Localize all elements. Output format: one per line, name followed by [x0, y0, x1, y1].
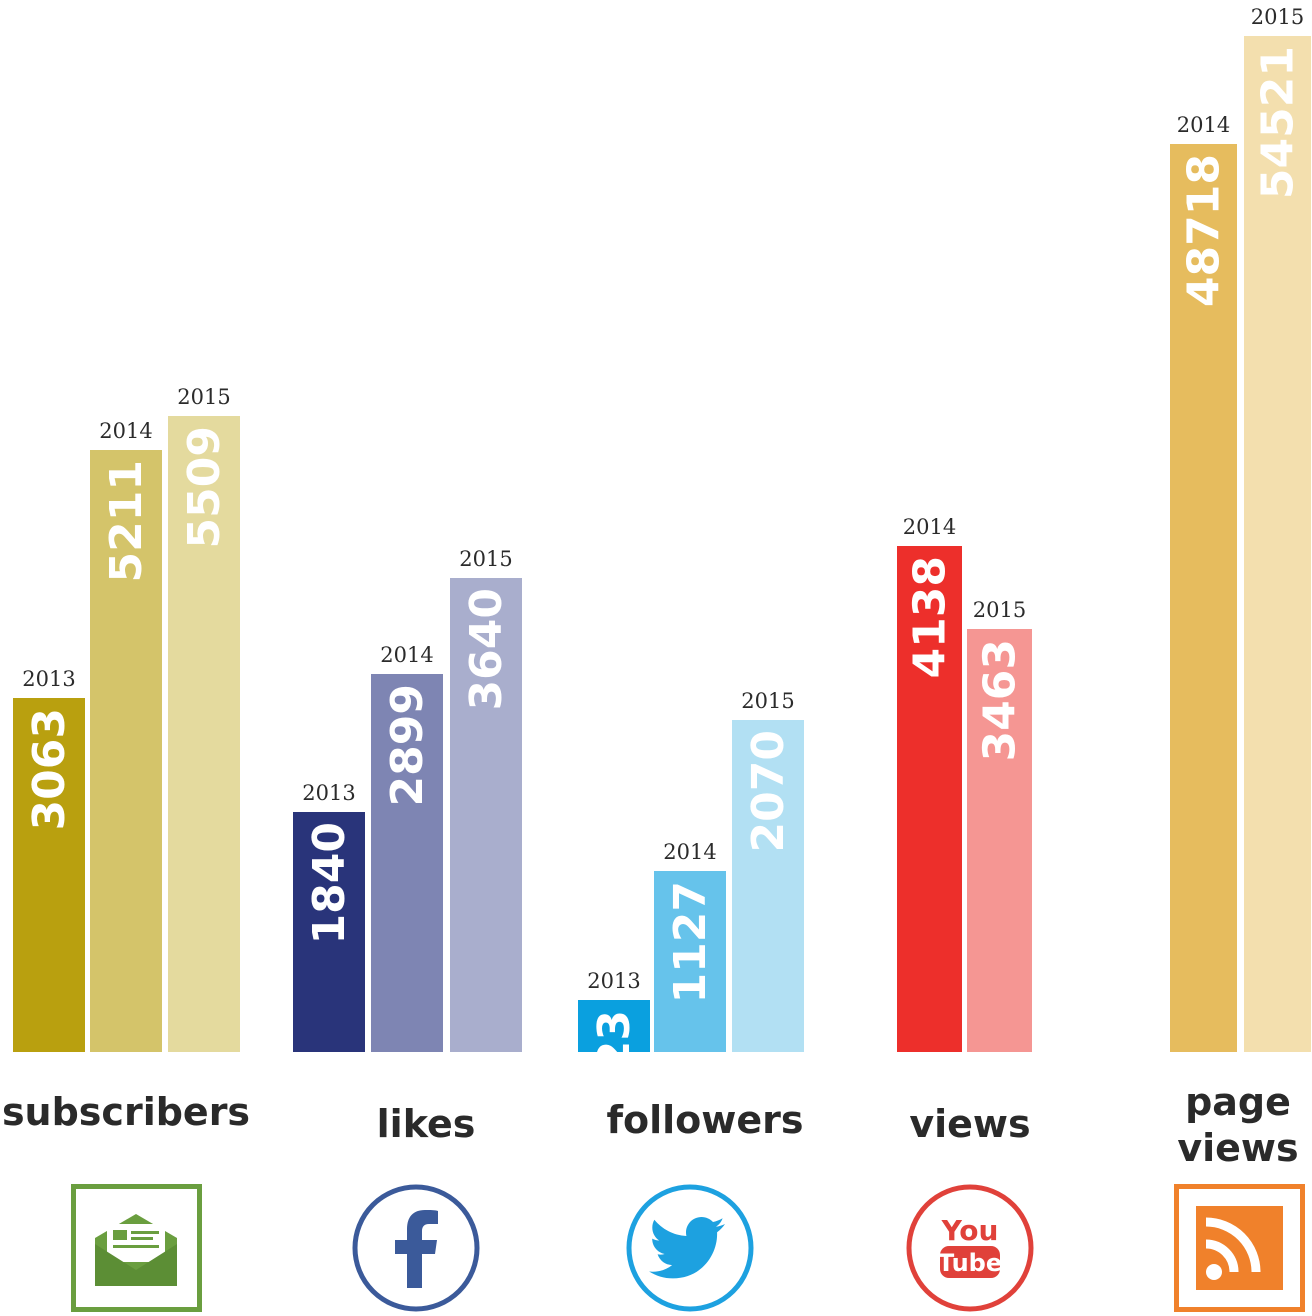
year-label-followers-2015: 2015 — [741, 689, 794, 713]
rss-feed-icon — [1174, 1184, 1305, 1316]
value-label-likes-2013: 1840 — [304, 822, 355, 944]
category-label-followers: followers — [606, 1098, 803, 1142]
bar-group-likes: 2013 1840 2014 2899 2015 3640 — [293, 547, 522, 1052]
bar-page-views-2015 — [1244, 36, 1311, 1052]
bar-views-2014 — [897, 546, 962, 1052]
category-label-page-views: page views — [1177, 1080, 1298, 1170]
value-label-views-2014: 4138 — [905, 556, 956, 678]
bar-group-page-views: 2014 48718 2015 54521 — [1170, 5, 1311, 1052]
category-label-views: views — [909, 1102, 1030, 1146]
bar-followers-2015 — [732, 720, 804, 1052]
svg-text:Tube: Tube — [938, 1249, 1002, 1277]
value-label-likes-2015: 3640 — [461, 588, 512, 710]
value-label-page-views-2015: 54521 — [1253, 46, 1304, 199]
year-label-subscribers-2013: 2013 — [22, 667, 75, 691]
bar-page-views-2014 — [1170, 144, 1237, 1052]
value-label-subscribers-2014: 5211 — [101, 460, 152, 582]
value-label-followers-2014: 1127 — [665, 881, 716, 1003]
bar-followers-2013 — [578, 1000, 650, 1052]
value-label-subscribers-2013: 3063 — [24, 708, 75, 830]
svg-text:You: You — [941, 1214, 999, 1247]
twitter-icon — [624, 1184, 756, 1316]
year-label-subscribers-2014: 2014 — [99, 419, 152, 443]
bar-group-views: 2014 4138 2015 3463 — [897, 515, 1032, 1052]
year-label-followers-2013: 2013 — [587, 969, 640, 993]
youtube-icon: You Tube — [904, 1184, 1036, 1316]
value-label-views-2015: 3463 — [975, 639, 1026, 761]
facebook-icon — [350, 1184, 482, 1316]
bar-subscribers-2015 — [168, 416, 240, 1052]
category-label-likes: likes — [377, 1102, 476, 1146]
year-label-page-views-2014: 2014 — [1177, 113, 1230, 137]
year-label-page-views-2015: 2015 — [1251, 5, 1304, 29]
value-label-followers-2013: 323 — [589, 1010, 640, 1102]
year-label-views-2015: 2015 — [973, 598, 1026, 622]
value-label-subscribers-2015: 5509 — [179, 426, 230, 548]
year-label-likes-2015: 2015 — [459, 547, 512, 571]
value-label-followers-2015: 2070 — [743, 730, 794, 852]
year-label-likes-2013: 2013 — [302, 781, 355, 805]
year-label-likes-2014: 2014 — [380, 643, 433, 667]
bar-likes-2014 — [371, 674, 443, 1052]
category-label-subscribers: subscribers — [2, 1090, 250, 1134]
value-label-likes-2014: 2899 — [382, 684, 433, 806]
year-label-views-2014: 2014 — [903, 515, 956, 539]
bar-likes-2013 — [293, 812, 365, 1052]
bar-group-followers: 2013 323 2014 1127 2015 2070 — [578, 689, 804, 1102]
bar-views-2015 — [967, 629, 1032, 1052]
year-label-subscribers-2015: 2015 — [177, 385, 230, 409]
bar-followers-2014 — [654, 871, 726, 1052]
bar-likes-2015 — [450, 578, 522, 1052]
value-label-page-views-2014: 48718 — [1179, 154, 1230, 307]
bar-group-subscribers: 2013 3063 2014 5211 2015 5509 — [13, 385, 240, 1052]
bar-subscribers-2013 — [13, 698, 85, 1052]
bar-subscribers-2014 — [90, 450, 162, 1052]
year-label-followers-2014: 2014 — [663, 840, 716, 864]
newsletter-envelope-icon — [71, 1184, 202, 1316]
